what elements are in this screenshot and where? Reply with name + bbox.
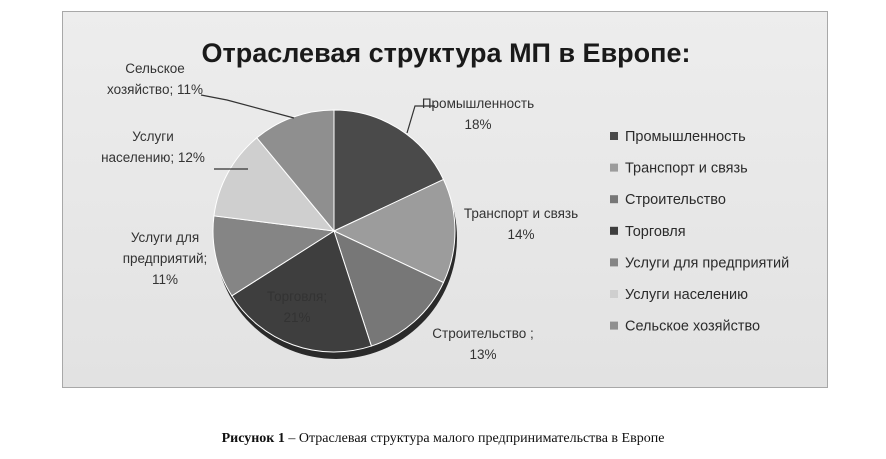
pie-slice-промышленность: [333, 109, 445, 232]
data-label-торговля: Торговля; 21%: [267, 289, 327, 325]
pie-slice-услуги-для-предприятий: [212, 215, 336, 297]
figure-caption: Рисунок 1 – Отраслевая структура малого …: [0, 431, 886, 447]
legend-item-транспорт-и-связь: Транспорт и связь: [625, 161, 748, 177]
leader-line-сельское-хозяйство: [200, 94, 295, 119]
pie-chart: Отраслевая структура МП в Европе: Промышл…: [101, 38, 789, 362]
legend-swatch-строительство: [610, 195, 618, 204]
chart-title: Отраслевая структура МП в Европе:: [202, 38, 691, 68]
data-label-услуги-для-предприятий: Услуги для предприятий; 11%: [123, 230, 208, 287]
legend-swatch-сельское-хозяйство: [610, 321, 618, 330]
legend-item-услуги-населению: Услуги населению: [625, 287, 748, 303]
pie-slice-услуги-населению: [213, 137, 336, 232]
legend-swatch-торговля: [610, 226, 618, 235]
legend-item-торговля: Торговля: [625, 224, 686, 240]
legend-item-строительство: Строительство: [625, 192, 726, 208]
legend-swatch-услуги-населению: [610, 290, 618, 298]
legend-swatch-транспорт-и-связь: [610, 163, 618, 172]
data-label-сельское-хозяйство: Сельское хозяйство; 11%: [107, 61, 203, 97]
pie-slice-транспорт-и-связь: [332, 178, 456, 284]
data-label-транспорт-и-связь: Транспорт и связь 14%: [464, 206, 578, 242]
leader-line-промышленность: [406, 105, 435, 134]
caption-label: Рисунок 1: [221, 431, 285, 446]
data-label-промышленность: Промышленность 18%: [422, 96, 534, 132]
data-label-услуги-населению: Услуги населению; 12%: [101, 129, 205, 165]
legend-swatch-промышленность: [610, 132, 618, 140]
caption-text: – Отраслевая структура малого предприним…: [284, 431, 665, 446]
data-label-строительство: Строительство ; 13%: [432, 326, 533, 362]
pie-slice-строительство: [333, 230, 445, 347]
legend-item-промышленность: Промышленность: [625, 129, 746, 145]
pie-slice-торговля: [231, 230, 373, 353]
chart-area: Отраслевая структура МП в Европе: Промышл…: [62, 11, 828, 388]
legend-item-услуги-для-предприятий: Услуги для предприятий: [625, 255, 789, 271]
legend-item-сельское-хозяйство: Сельское хозяйство: [625, 319, 760, 335]
legend-swatch-услуги-для-предприятий: [610, 258, 618, 267]
